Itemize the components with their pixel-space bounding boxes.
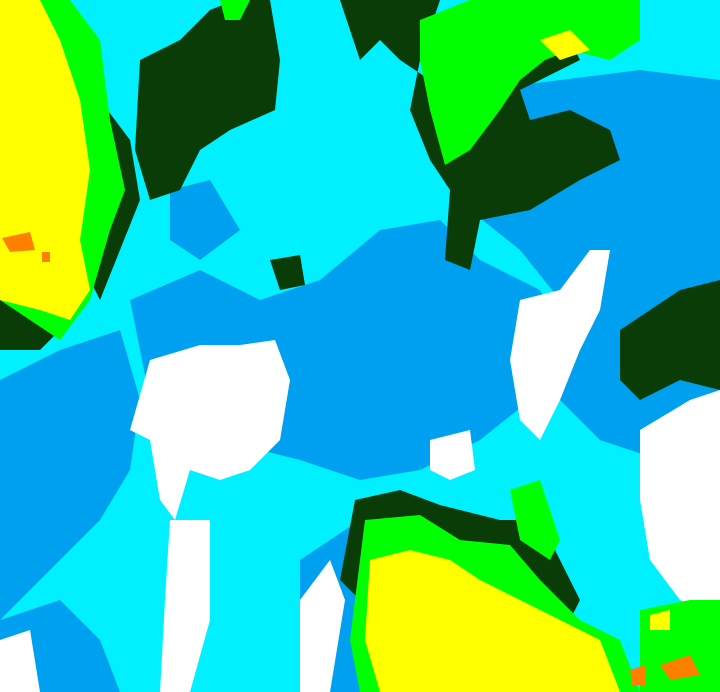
white-regions <box>0 250 720 692</box>
orange-regions <box>2 232 700 685</box>
